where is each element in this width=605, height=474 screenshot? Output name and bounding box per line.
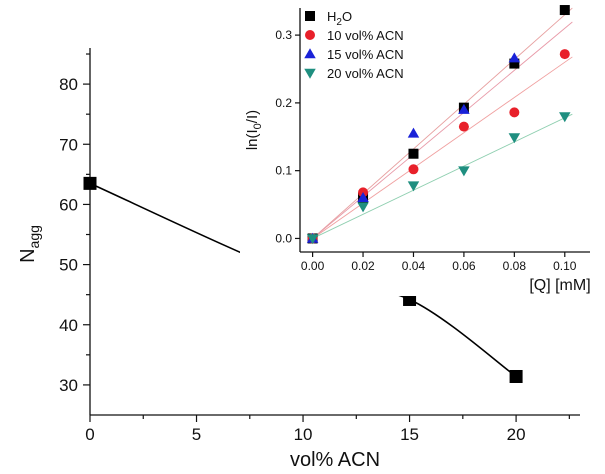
inset-plot: 0.00 0.02 0.04 0.06 0.08 0.10 0.0 0.1 0.2 0.3 H2…: [240, 4, 605, 296]
inset-x-tick-label: 0.02: [351, 259, 375, 273]
main-y-axis-label-sub: agg: [26, 225, 42, 248]
inset-data-point: [458, 166, 470, 177]
inset-y-tick-label: 0.0: [275, 231, 292, 245]
legend-label: 20 vol% ACN: [327, 66, 404, 81]
inset-y-axis-label: ln(I0/I): [244, 110, 264, 150]
inset-background: [240, 4, 605, 296]
inset-x-tick-label: 0.04: [402, 259, 426, 273]
inset-data-point: [508, 52, 521, 63]
inset-data-point: [306, 234, 319, 245]
inset-data-point: [559, 49, 570, 60]
inset-fit-line: [312, 7, 573, 239]
inset-fit-line: [312, 56, 573, 239]
inset-points: [306, 5, 571, 245]
legend-marker: [304, 68, 316, 79]
legend-label: 10 vol% ACN: [327, 28, 404, 43]
inset-data-point: [458, 103, 470, 114]
inset-data-point: [458, 121, 469, 132]
main-data-point: [403, 292, 417, 306]
main-y-tick-label: 70: [59, 135, 78, 154]
inset-y-tick-label: 0.2: [275, 96, 292, 110]
inset-data-point: [357, 192, 369, 203]
inset-x-tick-label: 0.00: [301, 259, 325, 273]
main-y-ticks: 30 40 50 60 70 80: [59, 53, 90, 395]
legend-label: 15 vol% ACN: [327, 47, 404, 62]
inset-x-tick-label: 0.06: [452, 259, 476, 273]
legend-marker: [304, 48, 316, 59]
main-y-axis-label: Nagg: [17, 225, 42, 263]
inset-x-axis-label: [Q] [mM]: [529, 277, 590, 294]
main-y-tick-label: 40: [59, 316, 78, 335]
main-x-axis-label: vol% ACN: [290, 449, 380, 471]
main-y-tick-label: 60: [59, 195, 78, 214]
inset-fit-line: [312, 21, 573, 239]
main-data-point: [83, 176, 97, 190]
inset-data-point: [509, 107, 520, 118]
inset-y-tick-label: 0.3: [275, 28, 292, 42]
inset-data-point: [407, 181, 420, 192]
main-y-tick-label: 30: [59, 376, 78, 395]
main-x-ticks: 0 5 10 15 20: [85, 415, 570, 444]
inset-data-point: [408, 148, 419, 159]
main-y-tick-label: 50: [59, 256, 78, 275]
legend-marker: [305, 11, 315, 21]
inset-x-ticks: 0.00 0.02 0.04 0.06 0.08 0.10: [301, 252, 577, 273]
inset-data-point: [408, 164, 419, 175]
inset-y-tick-label: 0.1: [275, 164, 292, 178]
main-data-point: [509, 369, 523, 383]
main-x-tick-label: 10: [294, 425, 313, 444]
main-y-axis-label-main: N: [17, 248, 39, 262]
inset-data-point: [559, 112, 571, 123]
inset-y-ticks: 0.0 0.1 0.2 0.3: [275, 28, 300, 245]
inset-data-point: [559, 5, 570, 16]
inset-x-tick-label: 0.10: [553, 259, 577, 273]
inset-data-point: [509, 58, 520, 69]
main-x-tick-label: 0: [85, 425, 94, 444]
inset-fit-lines: [312, 7, 573, 239]
main-x-tick-label: 5: [192, 425, 201, 444]
main-plot: 0 5 10 15 20 30 40 50 60 70 80 vol% ACN Nagg: [17, 48, 580, 471]
legend-label: H2O: [327, 9, 352, 28]
main-x-tick-label: 20: [507, 425, 526, 444]
legend-marker: [305, 30, 315, 40]
main-x-tick-label: 15: [400, 425, 419, 444]
inset-data-point: [407, 127, 420, 138]
inset-data-point: [508, 133, 521, 144]
inset-data-point: [357, 202, 369, 213]
main-y-tick-label: 80: [59, 75, 78, 94]
inset-x-tick-label: 0.08: [503, 259, 527, 273]
inset-fit-line: [312, 113, 573, 239]
